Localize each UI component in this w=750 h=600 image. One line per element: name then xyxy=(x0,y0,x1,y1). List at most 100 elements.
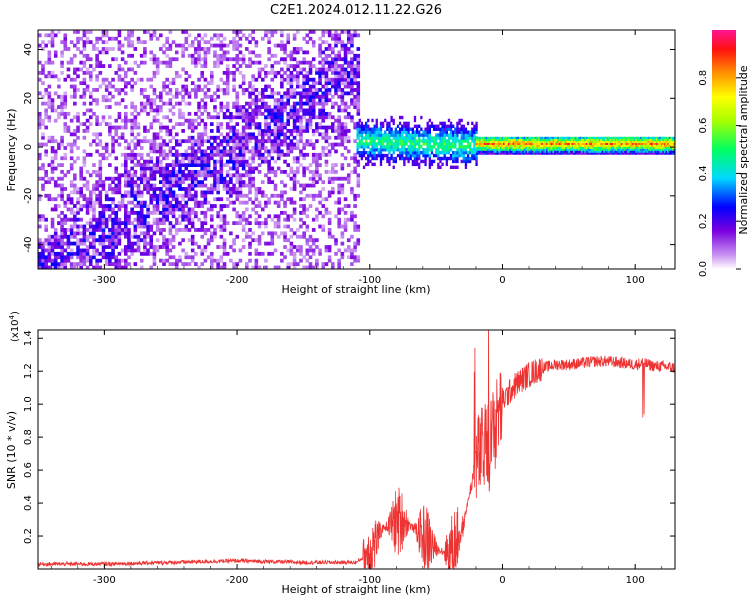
heatmap-cell xyxy=(219,204,224,208)
heatmap-cell xyxy=(120,197,125,202)
heatmap-cell xyxy=(184,149,189,154)
heatmap-cell xyxy=(289,108,294,113)
heatmap-cell xyxy=(139,105,144,109)
heatmap-cell xyxy=(315,159,319,164)
heatmap-cell xyxy=(553,136,556,140)
heatmap-cell xyxy=(257,60,262,65)
heatmap-cell xyxy=(123,70,128,75)
heatmap-cell xyxy=(499,152,502,155)
heatmap-cell xyxy=(424,150,427,155)
heatmap-cell xyxy=(260,101,265,106)
heatmap-cell xyxy=(264,30,268,34)
heatmap-cell xyxy=(568,152,571,155)
heatmap-cell xyxy=(276,214,281,219)
heatmap-cell xyxy=(254,149,259,154)
heatmap-cell xyxy=(560,150,563,153)
heatmap-cell xyxy=(334,30,338,34)
heatmap-cell xyxy=(216,214,220,219)
heatmap-cell xyxy=(358,153,361,158)
heatmap-cell xyxy=(280,251,284,256)
heatmap-cell xyxy=(356,183,361,188)
heatmap-cell xyxy=(315,139,319,144)
heatmap-cell xyxy=(394,139,398,143)
heatmap-cell xyxy=(168,43,173,48)
heatmap-cell xyxy=(197,146,201,150)
heatmap-cell xyxy=(371,127,374,131)
heatmap-cell xyxy=(598,152,601,155)
heatmap-cell xyxy=(222,251,227,256)
heatmap-cell xyxy=(225,204,230,208)
heatmap-cell xyxy=(584,142,587,145)
heatmap-cell xyxy=(194,159,198,164)
heatmap-cell xyxy=(371,130,374,134)
heatmap-cell xyxy=(232,221,236,226)
heatmap-cell xyxy=(507,148,510,151)
heatmap-cell xyxy=(104,122,109,126)
heatmap-cell xyxy=(504,148,507,151)
heatmap-cell xyxy=(525,144,528,147)
heatmap-cell xyxy=(327,255,332,260)
heatmap-cell xyxy=(88,70,93,75)
heatmap-cell xyxy=(197,265,201,269)
heatmap-cell xyxy=(612,136,615,140)
heatmap-cell xyxy=(63,156,68,161)
heatmap-cell xyxy=(225,135,230,140)
heatmap-cell xyxy=(439,121,442,126)
heatmap-cell xyxy=(133,248,138,253)
heatmap-cell xyxy=(159,221,163,226)
heatmap-cell xyxy=(311,105,316,109)
heatmap-cell xyxy=(200,98,205,103)
heatmap-cell xyxy=(375,156,378,161)
heatmap-cell xyxy=(356,255,361,260)
heatmap-cell xyxy=(552,146,555,149)
heatmap-cell xyxy=(152,101,157,106)
heatmap-cell xyxy=(411,139,415,143)
heatmap-cell xyxy=(130,149,134,154)
heatmap-cell xyxy=(73,53,77,58)
heatmap-cell xyxy=(443,130,446,134)
heatmap-cell xyxy=(101,224,106,229)
heatmap-cell xyxy=(76,40,80,45)
heatmap-cell xyxy=(302,152,306,157)
heatmap-cell xyxy=(95,180,99,185)
heatmap-cell xyxy=(209,36,214,41)
heatmap-cell xyxy=(407,145,410,149)
heatmap-cell xyxy=(482,142,485,145)
heatmap-cell xyxy=(340,98,345,103)
heatmap-cell xyxy=(190,180,195,185)
heatmap-cell xyxy=(88,204,93,208)
heatmap-cell xyxy=(159,228,163,232)
heatmap-cell xyxy=(377,136,381,140)
heatmap-cell xyxy=(356,224,361,229)
heatmap-cell xyxy=(213,60,217,65)
heatmap-cell xyxy=(194,149,198,154)
heatmap-cell xyxy=(184,91,189,96)
heatmap-cell xyxy=(292,115,297,120)
heatmap-cell xyxy=(475,127,478,131)
heatmap-cell xyxy=(609,142,612,145)
heatmap-cell xyxy=(364,145,368,149)
heatmap-cell xyxy=(581,148,584,151)
heatmap-cell xyxy=(108,251,112,256)
heatmap-cell xyxy=(520,142,523,145)
heatmap-cell xyxy=(98,60,103,65)
heatmap-cell xyxy=(487,138,490,142)
heatmap-cell xyxy=(452,159,455,164)
heatmap-cell xyxy=(66,67,71,72)
heatmap-cell xyxy=(219,132,224,137)
heatmap-cell xyxy=(245,47,249,51)
heatmap-cell xyxy=(254,101,259,106)
heatmap-cell xyxy=(528,136,531,140)
heatmap-cell xyxy=(485,146,488,149)
heatmap-cell xyxy=(267,197,271,202)
heatmap-cell xyxy=(111,125,115,130)
heatmap-cell xyxy=(168,190,173,195)
heatmap-cell xyxy=(44,262,48,266)
heatmap-cell xyxy=(600,140,603,144)
heatmap-cell xyxy=(299,84,303,89)
heatmap-cell xyxy=(181,129,185,133)
heatmap-cell xyxy=(47,163,52,167)
heatmap-cell xyxy=(515,148,518,151)
heatmap-cell xyxy=(388,139,391,143)
heatmap-cell xyxy=(152,217,157,222)
